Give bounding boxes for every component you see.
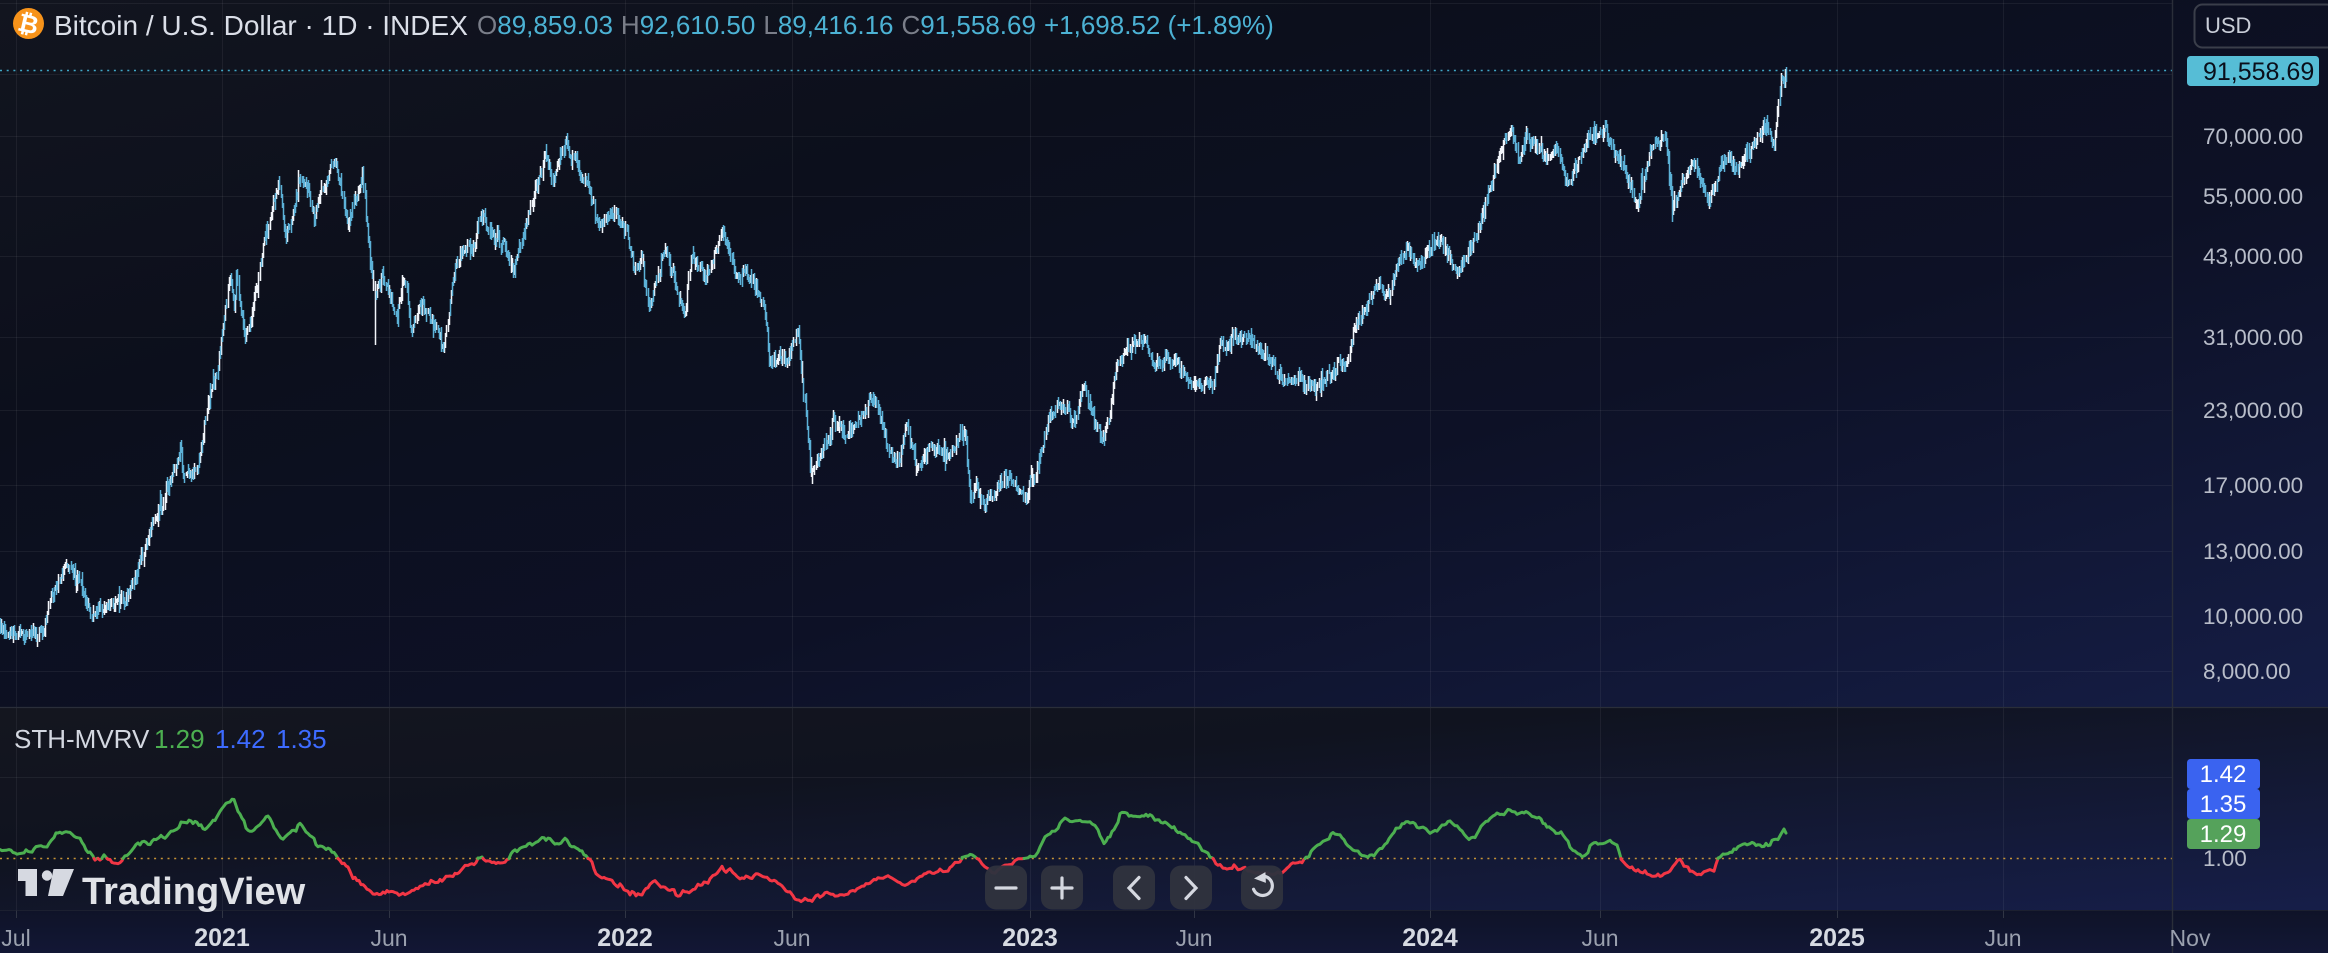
svg-text:Jun: Jun — [1984, 925, 2021, 951]
svg-text:43,000.00: 43,000.00 — [2203, 244, 2303, 269]
svg-text:STH-MVRV: STH-MVRV — [14, 724, 150, 754]
svg-text:1.00: 1.00 — [2203, 846, 2247, 871]
svg-text:1.29: 1.29 — [2200, 821, 2247, 848]
svg-text:2021: 2021 — [194, 924, 250, 952]
svg-text:Jun: Jun — [370, 925, 407, 951]
svg-text:Nov: Nov — [2170, 925, 2211, 951]
svg-text:31,000.00: 31,000.00 — [2203, 325, 2303, 350]
svg-text:Jun: Jun — [1581, 925, 1618, 951]
svg-text:USD: USD — [2205, 13, 2251, 38]
svg-text:1.35: 1.35 — [2200, 791, 2247, 818]
svg-text:23,000.00: 23,000.00 — [2203, 398, 2303, 423]
svg-text:Jun: Jun — [773, 925, 810, 951]
svg-text:10,000.00: 10,000.00 — [2203, 604, 2303, 629]
svg-text:17,000.00: 17,000.00 — [2203, 473, 2303, 498]
svg-text:70,000.00: 70,000.00 — [2203, 124, 2303, 149]
svg-text:2023: 2023 — [1002, 924, 1058, 952]
svg-text:2022: 2022 — [597, 924, 653, 952]
svg-text:1.42: 1.42 — [2200, 761, 2247, 788]
svg-text:Bitcoin / U.S. Dollar · 1D · I: Bitcoin / U.S. Dollar · 1D · INDEX — [54, 10, 468, 41]
svg-text:2024: 2024 — [1402, 924, 1458, 952]
svg-text:TradingView: TradingView — [82, 871, 306, 913]
svg-text:1.29: 1.29 — [154, 724, 205, 754]
svg-text:8,000.00: 8,000.00 — [2203, 659, 2291, 684]
svg-text:13,000.00: 13,000.00 — [2203, 539, 2303, 564]
svg-text:91,558.69: 91,558.69 — [2203, 58, 2314, 86]
svg-text:1.35: 1.35 — [276, 724, 327, 754]
svg-text:1.42: 1.42 — [215, 724, 266, 754]
svg-text:Jul: Jul — [1, 925, 30, 951]
svg-text:2025: 2025 — [1809, 924, 1865, 952]
svg-text:55,000.00: 55,000.00 — [2203, 184, 2303, 209]
svg-text:Jun: Jun — [1175, 925, 1212, 951]
